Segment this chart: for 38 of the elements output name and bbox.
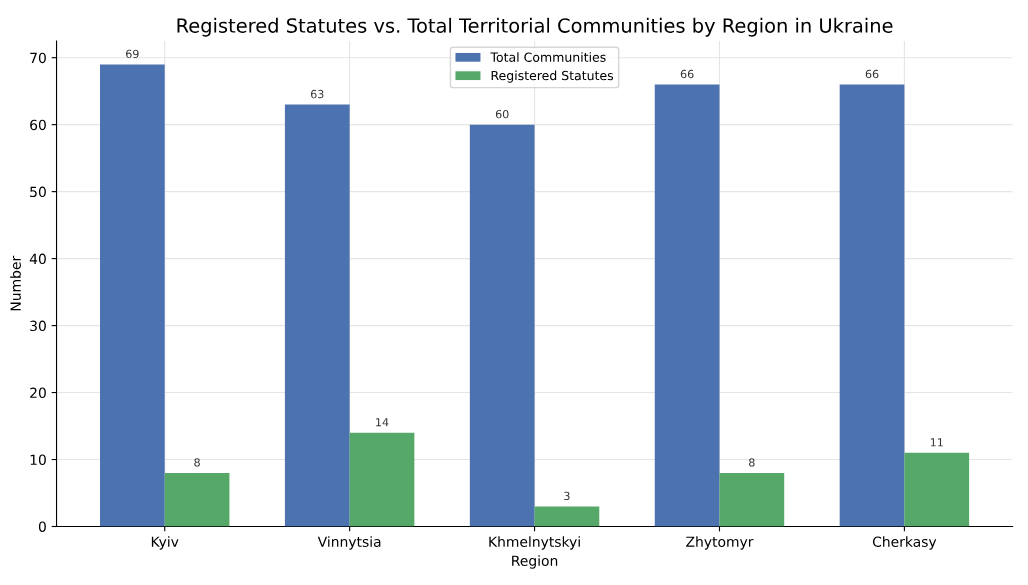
y-tick-label: 10 <box>30 454 46 465</box>
y-tick-label: 20 <box>30 387 46 399</box>
bar <box>839 84 905 527</box>
legend-label: Registered Statutes <box>491 70 614 83</box>
x-tick-label: Kyiv <box>151 536 179 550</box>
x-tick-label: Zhytomyr <box>686 536 754 550</box>
y-tick-label: 60 <box>30 119 46 131</box>
data-label: 11 <box>930 438 943 447</box>
bar <box>654 84 720 527</box>
bar <box>469 124 535 527</box>
data-label: 3 <box>564 491 570 501</box>
x-tick-label: Vinnytsia <box>317 536 381 550</box>
x-tick-label: Cherkasy <box>872 536 937 550</box>
x-tick-label: Khmelnytskyi <box>489 536 580 550</box>
data-label: 66 <box>680 69 694 79</box>
y-tick-label: 0 <box>38 521 46 532</box>
bar <box>904 452 970 527</box>
bar <box>284 104 350 527</box>
bar <box>349 432 415 527</box>
y-tick-label: 30 <box>30 320 46 332</box>
data-label: 14 <box>376 418 389 427</box>
y-axis-title: Number <box>10 255 21 311</box>
data-label: 60 <box>495 109 509 119</box>
chart-title: Registered Statutes vs. Total Territorial Communities by Region in Ukraine <box>177 17 893 37</box>
bar <box>534 506 600 527</box>
y-tick-label: 50 <box>30 186 46 198</box>
data-label: 69 <box>126 49 139 59</box>
data-label: 8 <box>194 458 200 467</box>
data-label: 8 <box>749 458 755 467</box>
bar <box>100 64 165 527</box>
x-axis-title: Region <box>512 555 558 569</box>
y-tick-label: 70 <box>30 52 46 64</box>
bar <box>164 472 230 527</box>
legend-label: Total Communities <box>490 52 606 62</box>
bar <box>719 472 785 527</box>
y-tick-label: 40 <box>29 253 46 265</box>
data-label: 63 <box>310 89 324 99</box>
data-label: 66 <box>865 69 879 79</box>
